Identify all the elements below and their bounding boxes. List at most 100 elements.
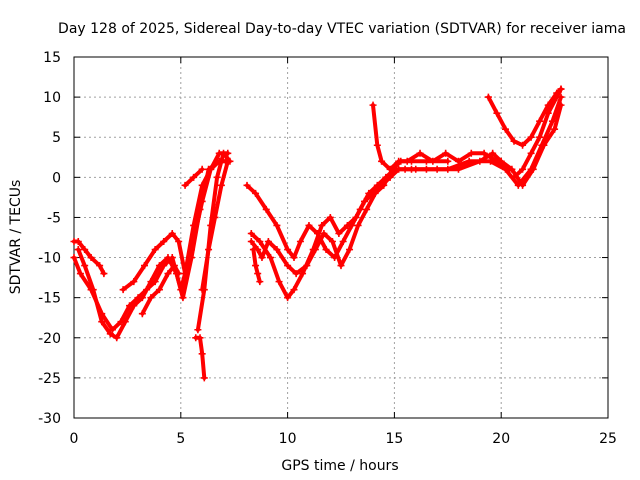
data-point — [429, 157, 437, 165]
data-point — [284, 262, 292, 270]
data-point — [81, 246, 89, 254]
data-point — [303, 262, 311, 270]
data-point — [264, 238, 272, 246]
data-point — [343, 221, 351, 229]
data-point — [501, 125, 509, 133]
data-point — [536, 133, 544, 141]
series-trace — [486, 87, 563, 148]
data-point — [465, 157, 473, 165]
data-point — [138, 310, 146, 318]
data-point — [175, 238, 183, 246]
data-point — [290, 254, 298, 262]
axis-ticks: 0 5 10 15 20 25 -30 -25 -20 -15 -10 -5 0 5 10 15 — [38, 50, 617, 447]
data-point — [380, 181, 388, 189]
data-point — [506, 165, 514, 173]
data-point — [87, 254, 95, 262]
series-trace — [195, 151, 232, 332]
data-point — [369, 101, 377, 109]
data-point — [258, 254, 266, 262]
data-point — [354, 221, 362, 229]
data-point — [74, 238, 82, 246]
data-point — [252, 262, 260, 270]
series-track-k — [247, 93, 565, 302]
data-point — [100, 270, 108, 278]
data-point — [360, 197, 368, 205]
data-point — [337, 262, 345, 270]
data-point — [403, 157, 411, 165]
x-tick-label: 0 — [70, 431, 79, 447]
x-tick-label: 5 — [176, 431, 185, 447]
y-tick-label: -10 — [38, 251, 61, 267]
data-point — [352, 213, 360, 221]
series-track-c — [70, 238, 108, 278]
series-track-f — [181, 165, 206, 189]
series-trace — [249, 95, 563, 300]
series-trace — [251, 247, 262, 284]
data-point — [155, 286, 163, 294]
series-track-n — [369, 101, 514, 173]
data-point — [318, 221, 326, 229]
data-point — [326, 213, 334, 221]
data-point — [205, 246, 213, 254]
y-tick-label: -15 — [38, 291, 61, 307]
data-point — [108, 326, 116, 334]
data-point — [395, 157, 403, 165]
data-point — [489, 149, 497, 157]
data-point — [467, 149, 475, 157]
data-point — [147, 278, 155, 286]
series-track-e — [138, 262, 183, 318]
data-point — [196, 334, 204, 342]
data-point — [119, 286, 127, 294]
data-point — [290, 286, 298, 294]
data-point — [519, 165, 527, 173]
data-point — [198, 286, 206, 294]
data-point — [544, 109, 552, 117]
data-point — [89, 286, 97, 294]
data-point — [527, 149, 535, 157]
data-point — [76, 270, 84, 278]
data-point — [536, 117, 544, 125]
data-point — [113, 334, 121, 342]
y-tick-label: 15 — [43, 50, 61, 66]
data-point — [198, 181, 206, 189]
data-point — [256, 238, 264, 246]
data-point — [557, 85, 565, 93]
series-trace — [193, 335, 207, 380]
data-point — [346, 246, 354, 254]
x-tick-label: 10 — [279, 431, 297, 447]
data-point — [510, 137, 518, 145]
data-point — [160, 238, 168, 246]
data-point — [335, 229, 343, 237]
data-point — [179, 294, 187, 302]
data-point — [190, 221, 198, 229]
data-point — [130, 302, 138, 310]
data-point — [275, 278, 283, 286]
data-point — [422, 165, 430, 173]
x-tick-label: 15 — [385, 431, 403, 447]
data-point — [81, 262, 89, 270]
data-point — [170, 262, 178, 270]
y-axis-title: SDTVAR / TECUs — [8, 180, 24, 295]
data-point — [371, 189, 379, 197]
data-point — [198, 165, 206, 173]
y-tick-label: -5 — [47, 210, 61, 226]
data-point — [254, 270, 262, 278]
data-point — [96, 262, 104, 270]
data-point — [140, 262, 148, 270]
data-point — [296, 238, 304, 246]
data-point — [273, 246, 281, 254]
data-point — [328, 238, 336, 246]
data-point — [198, 350, 206, 358]
data-point — [548, 117, 556, 125]
x-tick-label: 25 — [599, 431, 617, 447]
data-point — [373, 141, 381, 149]
data-point — [151, 246, 159, 254]
data-point — [267, 254, 275, 262]
series-track-g — [192, 334, 208, 382]
grid-lines — [74, 57, 608, 418]
data-point — [164, 254, 172, 262]
data-point — [493, 109, 501, 117]
data-point — [284, 246, 292, 254]
series-track-p — [510, 85, 565, 181]
